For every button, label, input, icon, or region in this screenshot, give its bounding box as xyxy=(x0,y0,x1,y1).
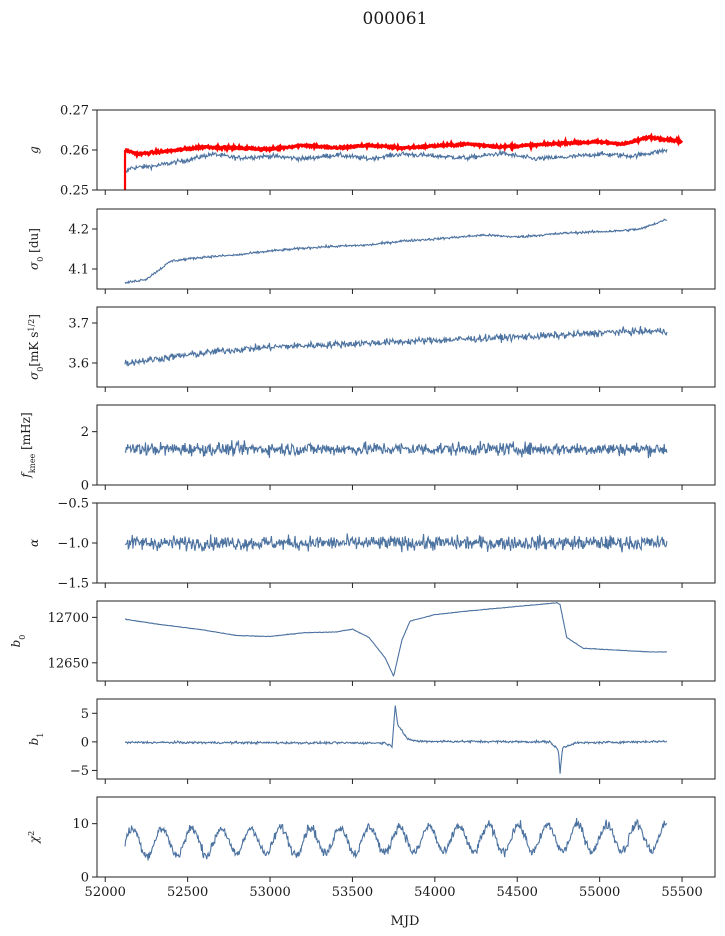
panel-0-ylabel: g xyxy=(27,146,41,154)
panel-3-ytick-label-1: 2 xyxy=(81,425,89,440)
panel-2-ytick-label-0: 3.6 xyxy=(68,357,89,372)
panel-2-ylabel: σ0[mK s1/2] xyxy=(27,314,45,380)
panel-3-frame xyxy=(96,404,716,486)
panel-0-ytick-label-1: 0.26 xyxy=(60,144,89,159)
x-axis: 52000 52500 53000 53500 54000 54500 55000 55500 xyxy=(85,885,703,900)
panel-0: 0.25 0.26 0.27 g xyxy=(27,104,716,199)
panel-1: 4.1 4.2 σ0 [du] xyxy=(27,208,716,294)
panel-5-ylabel: b0 xyxy=(9,635,27,648)
panel-4-series-0-line xyxy=(124,533,668,553)
panel-7-ytick-label-0: 0 xyxy=(81,871,89,886)
panel-4-ylabel: α xyxy=(27,539,41,547)
x-tick-label-1: 52500 xyxy=(167,885,208,900)
x-tick-label-4: 54000 xyxy=(414,885,455,900)
panel-5-series-0-line xyxy=(124,602,667,677)
panel-4: −1.5 −1.0 −0.5 α xyxy=(27,497,716,592)
x-tick-label-6: 55000 xyxy=(579,885,620,900)
panel-4-ytick-label-2: −0.5 xyxy=(57,497,89,512)
panel-3: 0 2 fknee [mHz] xyxy=(19,404,716,494)
panel-6-series-0-line xyxy=(124,705,668,774)
x-tick-label-0: 52000 xyxy=(85,885,126,900)
panel-2-frame xyxy=(96,306,716,388)
panel-5-ytick-label-1: 12700 xyxy=(48,611,89,626)
panel-7-series-0-line xyxy=(124,818,668,861)
panel-7-ytick-label-1: 10 xyxy=(72,817,89,832)
panel-0-series-0-line xyxy=(124,147,668,174)
panel-3-series-0-line xyxy=(124,440,668,459)
panel-2-series-0-line xyxy=(124,326,668,367)
panel-1-series-0-line xyxy=(124,218,668,285)
panel-3-ylabel: fknee [mHz] xyxy=(19,412,37,478)
panel-5: 12650 12700 b0 xyxy=(9,600,716,686)
panel-2-ytick-label-1: 3.7 xyxy=(68,317,89,332)
panel-3-ytick-label-0: 0 xyxy=(81,479,89,494)
panel-6-ytick-label-0: −5 xyxy=(70,764,89,779)
panel-0-series-1-line xyxy=(124,132,684,160)
panel-6-ytick-label-1: 0 xyxy=(81,735,89,750)
x-tick-label-7: 55500 xyxy=(661,885,702,900)
figure-title: 000061 xyxy=(363,9,428,29)
panel-5-ytick-label-0: 12650 xyxy=(48,656,89,671)
panel-2: 3.6 3.7 σ0[mK s1/2] xyxy=(27,306,716,392)
panel-6: −5 0 5 b1 xyxy=(27,698,716,784)
panel-6-ylabel: b1 xyxy=(27,733,45,746)
panel-7: 0 10 χ2 xyxy=(27,796,716,886)
panel-0-ytick-label-0: 0.25 xyxy=(60,184,89,199)
x-axis-label: MJD xyxy=(391,914,420,929)
x-tick-label-2: 53000 xyxy=(249,885,290,900)
panel-5-frame xyxy=(96,600,716,682)
panel-4-ytick-label-0: −1.5 xyxy=(57,577,89,592)
x-tick-label-3: 53500 xyxy=(332,885,373,900)
panel-6-frame xyxy=(96,698,716,780)
panel-1-ylabel: σ0 [du] xyxy=(27,228,45,270)
panel-1-ytick-label-0: 4.1 xyxy=(68,263,89,278)
panel-6-ytick-label-2: 5 xyxy=(81,707,89,722)
panel-1-ytick-label-1: 4.2 xyxy=(68,223,89,238)
panel-4-ytick-label-1: −1.0 xyxy=(57,537,89,552)
x-tick-label-5: 54500 xyxy=(497,885,538,900)
panels: 0.25 0.26 0.27 g 4.1 4.2 σ0 [du] 3.6 3.7 σ0[mK s1… xyxy=(9,104,716,886)
panel-1-frame xyxy=(96,208,716,290)
panel-7-ylabel: χ2 xyxy=(27,831,42,844)
panel-0-ytick-label-2: 0.27 xyxy=(60,104,89,119)
panel-7-frame xyxy=(96,796,716,878)
